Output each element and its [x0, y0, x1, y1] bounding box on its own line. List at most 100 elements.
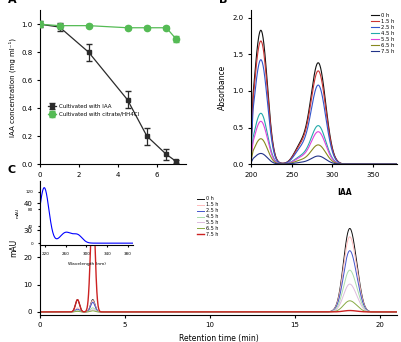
2.5 h — [349, 251, 354, 255]
6.5 h — [319, 144, 324, 148]
Line: 4.5 h: 4.5 h — [251, 113, 401, 164]
1.5 h — [258, 39, 263, 43]
5.5 h — [347, 282, 352, 286]
1.5 h — [340, 162, 344, 166]
0 h — [38, 310, 43, 314]
6.5 h — [395, 310, 399, 314]
7.5 h — [78, 306, 83, 311]
6.5 h — [352, 162, 356, 166]
5.5 h — [78, 310, 83, 314]
4.5 h — [365, 162, 370, 166]
7.5 h — [395, 310, 399, 314]
4.5 h — [190, 310, 195, 314]
Line: 5.5 h: 5.5 h — [40, 284, 397, 312]
6.5 h — [365, 162, 370, 166]
6.5 h — [78, 310, 83, 314]
0 h — [160, 310, 164, 314]
7.5 h — [319, 155, 324, 159]
0 h — [347, 226, 352, 231]
0 h — [365, 162, 370, 166]
5.5 h — [249, 154, 254, 158]
4.5 h — [249, 152, 254, 156]
7.5 h — [38, 310, 43, 314]
Line: 5.5 h: 5.5 h — [251, 121, 401, 164]
1.5 h — [99, 310, 104, 314]
2.5 h — [99, 310, 104, 314]
7.5 h — [388, 310, 393, 314]
5.5 h — [175, 310, 180, 314]
Line: 2.5 h: 2.5 h — [40, 251, 397, 312]
4.5 h — [319, 127, 324, 131]
Line: 4.5 h: 4.5 h — [40, 270, 397, 312]
Y-axis label: mAU: mAU — [9, 239, 18, 257]
7.5 h — [249, 160, 254, 164]
6.5 h — [258, 137, 263, 141]
0 h — [289, 156, 294, 160]
6.5 h — [347, 299, 352, 303]
0 h — [388, 310, 393, 314]
0 h — [99, 310, 104, 314]
1.5 h — [160, 310, 164, 314]
1.5 h — [352, 162, 356, 166]
6.5 h — [175, 310, 180, 314]
5.5 h — [395, 310, 399, 314]
4.5 h — [175, 310, 180, 314]
0 h — [349, 230, 354, 234]
2.5 h — [365, 162, 370, 166]
1.5 h — [365, 162, 370, 166]
Legend: Cultivated with IAA, Cultivated with citrate/HH4Cl: Cultivated with IAA, Cultivated with cit… — [46, 102, 141, 119]
Line: 0 h: 0 h — [251, 30, 401, 164]
7.5 h — [258, 152, 263, 156]
Y-axis label: Absorbance: Absorbance — [218, 65, 227, 110]
5.5 h — [388, 310, 393, 314]
7.5 h — [90, 198, 95, 202]
4.5 h — [352, 162, 356, 166]
0 h — [352, 162, 356, 166]
4.5 h — [99, 310, 104, 314]
4.5 h — [340, 162, 344, 166]
1.5 h — [347, 235, 352, 239]
Legend: 0 h, 1.5 h, 2.5 h, 4.5 h, 5.5 h, 6.5 h, 7.5 h: 0 h, 1.5 h, 2.5 h, 4.5 h, 5.5 h, 6.5 h, … — [371, 13, 394, 54]
2.5 h — [249, 142, 254, 146]
Line: 7.5 h: 7.5 h — [40, 200, 397, 312]
7.5 h — [190, 310, 195, 314]
1.5 h — [190, 310, 195, 314]
Line: 6.5 h: 6.5 h — [251, 139, 401, 164]
Line: 6.5 h: 6.5 h — [40, 301, 397, 312]
6.5 h — [276, 162, 281, 166]
6.5 h — [349, 299, 354, 303]
6.5 h — [340, 162, 344, 166]
2.5 h — [160, 310, 164, 314]
1.5 h — [38, 310, 43, 314]
5.5 h — [38, 310, 43, 314]
7.5 h — [340, 162, 344, 166]
Line: 2.5 h: 2.5 h — [251, 60, 401, 164]
1.5 h — [319, 76, 324, 80]
4.5 h — [38, 310, 43, 314]
1.5 h — [349, 238, 354, 242]
2.5 h — [78, 309, 83, 313]
4.5 h — [347, 268, 352, 272]
7.5 h — [175, 310, 180, 314]
1.5 h — [395, 310, 399, 314]
Line: 0 h: 0 h — [40, 228, 397, 312]
2.5 h — [340, 162, 344, 166]
0 h — [319, 68, 324, 73]
7.5 h — [160, 310, 165, 314]
2.5 h — [276, 160, 281, 165]
2.5 h — [38, 310, 43, 314]
Line: 1.5 h: 1.5 h — [251, 41, 401, 164]
7.5 h — [276, 162, 281, 166]
Text: IAA: IAA — [338, 188, 352, 197]
1.5 h — [175, 310, 180, 314]
Line: 1.5 h: 1.5 h — [40, 237, 397, 312]
X-axis label: Wavelength (nm): Wavelength (nm) — [291, 183, 357, 192]
7.5 h — [352, 162, 356, 166]
6.5 h — [38, 310, 43, 314]
0 h — [395, 310, 399, 314]
5.5 h — [349, 283, 354, 287]
4.5 h — [395, 310, 399, 314]
0 h — [190, 310, 195, 314]
4.5 h — [78, 310, 83, 314]
0 h — [78, 306, 83, 311]
